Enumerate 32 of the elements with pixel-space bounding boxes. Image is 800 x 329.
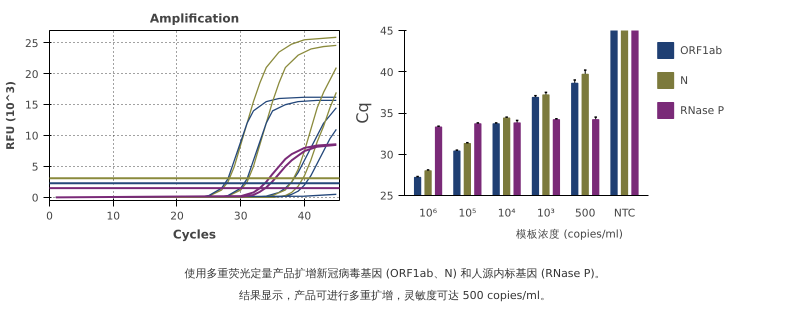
legend-label: ORF1ab: [680, 44, 722, 56]
x-axis-title: Cycles: [172, 228, 216, 242]
chart-title: Amplification: [150, 12, 240, 26]
y-tick-label: 10: [24, 130, 39, 143]
x-tick-label: 20: [170, 210, 184, 222]
y-tick-label: 40: [380, 66, 394, 79]
legend-label: RNase P: [680, 104, 724, 116]
y-tick-label: 15: [24, 98, 39, 112]
y-tick-label: 30: [380, 148, 394, 162]
y-tick-label: 35: [380, 107, 394, 120]
x-tick-label: 10: [106, 210, 120, 222]
x-tick-label: 10⁶: [419, 206, 437, 220]
x-tick-label: 10⁵: [458, 206, 476, 220]
y-tick-label: 20: [24, 68, 39, 81]
x-tick-label: 500: [575, 206, 596, 220]
y-tick-label: 45: [380, 24, 394, 38]
x-tick-label: 30: [234, 210, 248, 222]
text: 使用多重荧光定量产品扩增新冠病毒基因 (ORF1ab、N) 和人源内标基因 (RNase P)。: [184, 266, 606, 282]
x-tick-label: 10⁴: [498, 206, 516, 220]
y-tick-label: 25: [24, 36, 39, 50]
legend-label: N: [680, 74, 690, 86]
y-axis-title: Cq: [352, 102, 372, 124]
x-tick-label: 40: [298, 210, 312, 222]
x-tick-label: 10³: [537, 206, 555, 220]
x-tick-label: 0: [46, 210, 54, 222]
y-tick-label: 0: [32, 191, 39, 204]
y-axis-title: RFU (10^3): [4, 81, 17, 150]
y-tick-label: 5: [32, 160, 38, 174]
text: 结果显示，产品可进行多重扩增，灵敏度可达 500 copies/ml。: [238, 288, 552, 304]
y-tick-label: 25: [380, 190, 394, 202]
x-axis-title: 模板浓度 (copies/ml): [516, 228, 623, 240]
x-tick-label: NTC: [614, 206, 636, 220]
